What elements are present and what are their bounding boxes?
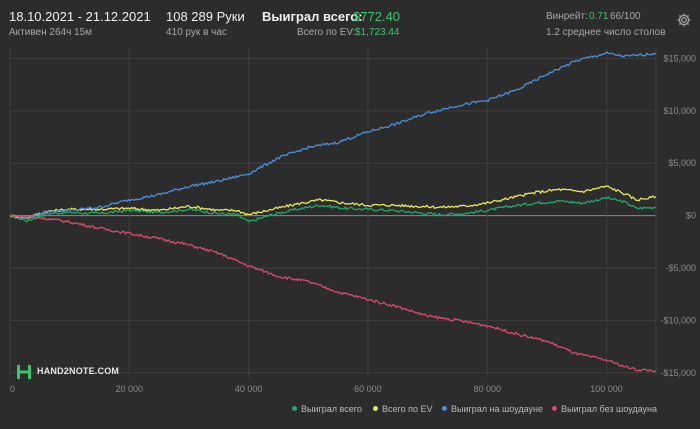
average-tables: 1.2 среднее число столов: [546, 27, 666, 38]
gear-icon[interactable]: [676, 12, 692, 28]
legend-label-total: Выиграл всего: [301, 404, 362, 414]
hand2note-logo-text: HAND2NOTE.COM: [37, 366, 120, 376]
y-tick-label: $15,000: [663, 53, 696, 63]
x-tick-label: 80 000: [473, 384, 501, 394]
grid-lines: [9, 48, 657, 378]
ev-total-label: Всего по EV:: [297, 27, 356, 38]
legend-item-non-showdown[interactable]: Выиграл без шоудауна: [552, 404, 657, 414]
x-tick-label: 0: [10, 384, 15, 394]
legend-dot-ev: [373, 406, 378, 412]
x-tick-label: 100 000: [590, 384, 623, 394]
legend: Выиграл всего Всего по EV Выиграл на шоу…: [0, 404, 700, 420]
x-tick-label: 40 000: [235, 384, 263, 394]
y-tick-label: -$10,000: [660, 315, 696, 325]
active-time: Активен 264ч 15м: [9, 27, 93, 38]
legend-item-ev[interactable]: Всего по EV: [373, 404, 432, 414]
x-tick-label: 60 000: [354, 384, 382, 394]
hand2note-logo-icon: [17, 365, 31, 379]
stats-header: 18.10.2021 - 21.12.2021 Активен 264ч 15м…: [0, 0, 700, 44]
y-tick-label: -$5,000: [665, 263, 696, 273]
y-tick-label: $0: [686, 211, 696, 221]
winrate-hands: 66/100: [610, 11, 641, 22]
won-total-label: Выиграл всего:: [262, 9, 363, 24]
axis-labels: $15,000 $10,000 $5,000 $0 -$5,000 -$10,000 -$1…: [10, 53, 696, 394]
ev-total-value: $1,723.44: [355, 27, 400, 38]
series-line-ev: [9, 185, 657, 220]
legend-label-non-showdown: Выиграл без шоудауна: [561, 404, 657, 414]
hands-per-hour: 410 рук в час: [166, 27, 227, 38]
series-line-total: [9, 196, 657, 223]
series-lines: [9, 51, 657, 373]
legend-item-showdown[interactable]: Выиграл на шоудауне: [442, 404, 543, 414]
winrate-value: 0.71: [589, 11, 609, 22]
legend-dot-non-showdown: [552, 406, 557, 412]
date-range: 18.10.2021 - 21.12.2021: [9, 9, 151, 24]
series-line-non-showdown: [9, 214, 657, 373]
y-tick-label: $10,000: [663, 106, 696, 116]
legend-item-total[interactable]: Выиграл всего: [292, 404, 362, 414]
x-tick-label: 20 000: [116, 384, 144, 394]
legend-dot-total: [292, 406, 297, 412]
winrate-label: Винрейт:: [546, 11, 588, 22]
legend-dot-showdown: [442, 406, 447, 412]
y-tick-label: $5,000: [668, 158, 696, 168]
won-total-value: $772.40: [353, 9, 400, 24]
series-line-showdown: [9, 51, 657, 220]
y-tick-label: -$15,000: [660, 368, 696, 378]
legend-label-ev: Всего по EV: [382, 404, 433, 414]
legend-label-showdown: Выиграл на шоудауне: [451, 404, 543, 414]
hands-count: 108 289 Руки: [166, 9, 245, 24]
